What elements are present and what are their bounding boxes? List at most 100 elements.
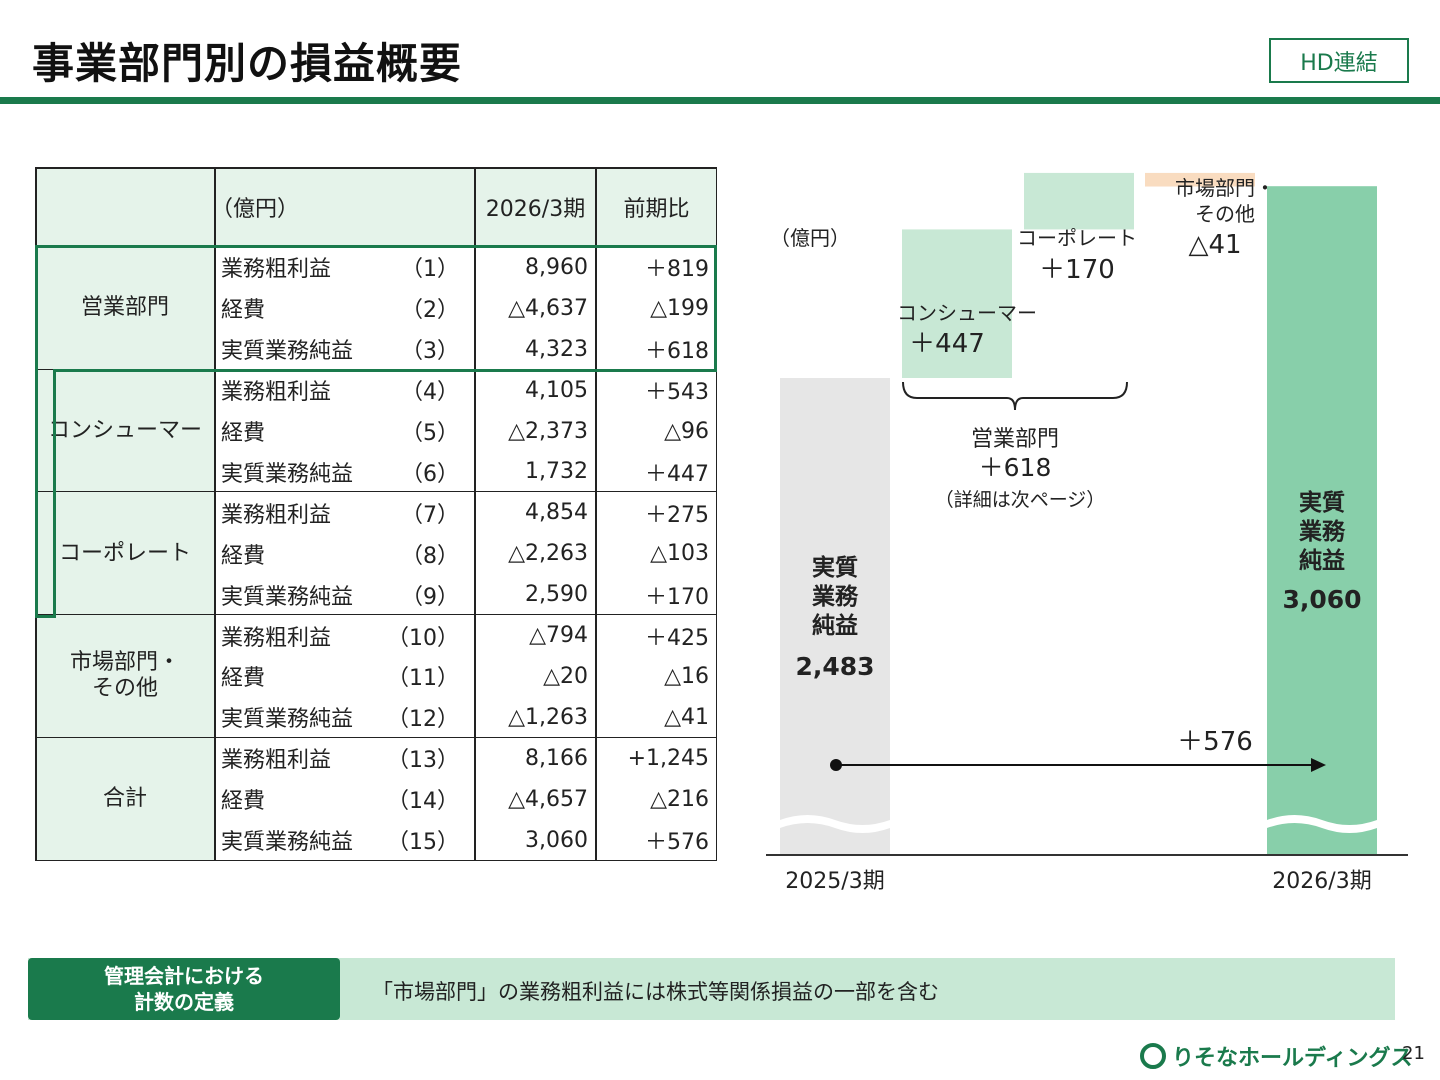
- table-row-item: 実質業務純益 （9）: [215, 574, 475, 616]
- table-row-item: 経費 （8）: [215, 533, 475, 575]
- table-cell-yoy: ＋819: [596, 247, 717, 288]
- header-rule: [0, 97, 1440, 104]
- row-item-number: （14）: [387, 789, 459, 815]
- table-cell-yoy: ＋618: [596, 328, 717, 370]
- arrow-head: [1311, 758, 1326, 772]
- bar-end-value: 3,060: [1282, 585, 1361, 614]
- row-item-number: （8）: [401, 543, 459, 569]
- table-cell-yoy: △216: [596, 778, 717, 820]
- sales-division-outline: [35, 245, 38, 370]
- table-cell-value: △4,657: [475, 778, 596, 820]
- bar-step-label: コンシューマー: [897, 301, 1037, 325]
- table-row-item: 業務粗利益 （4）: [215, 369, 475, 411]
- bar-end: [1267, 186, 1377, 855]
- column-rule: [474, 167, 476, 861]
- waterfall-chart: （億円）実質業務純益2,4832025/3期コンシューマー＋447コーポレート＋…: [766, 172, 1408, 894]
- table-header-period: 2026/3期: [475, 167, 596, 247]
- note-label: 管理会計における 計数の定義: [28, 958, 340, 1020]
- sales-division-brace: [902, 381, 1128, 411]
- group-rule: [35, 614, 717, 616]
- table-cell-value: △1,263: [475, 696, 596, 738]
- total-change-label: ＋576: [1177, 727, 1253, 757]
- row-item-number: （1）: [401, 257, 459, 283]
- table-cell-value: 2,590: [475, 574, 596, 616]
- row-item-number: （9）: [401, 584, 459, 610]
- row-item-label: 実質業務純益: [221, 707, 354, 733]
- table-cell-yoy: ＋425: [596, 615, 717, 656]
- table-cell-yoy: ＋170: [596, 574, 717, 616]
- table-row-item: 実質業務純益 （6）: [215, 451, 475, 493]
- table-cell-yoy: △103: [596, 533, 717, 575]
- company-name: りそなホールディングス: [1172, 1046, 1413, 1071]
- row-item-label: 経費: [221, 421, 266, 447]
- table-cell-value: 4,323: [475, 328, 596, 370]
- table-header-yoy: 前期比: [596, 167, 717, 247]
- row-item-number: （6）: [401, 461, 459, 487]
- x-tick-end: 2026/3期: [1272, 869, 1371, 894]
- table-cell-value: 8,960: [475, 247, 596, 288]
- table-cell-yoy: △41: [596, 696, 717, 738]
- bar-start-value: 2,483: [795, 652, 874, 681]
- bar-step-value: ＋170: [1039, 255, 1115, 285]
- page-number: 21: [1402, 1043, 1425, 1064]
- table-cell-yoy: ＋275: [596, 492, 717, 534]
- sales-division-outline: [53, 368, 56, 617]
- table-row-item: 業務粗利益 （1）: [215, 247, 475, 288]
- table-row-item: 経費 （2）: [215, 287, 475, 329]
- bar-start-label: 業務: [811, 583, 859, 610]
- row-item-number: （13）: [387, 748, 459, 774]
- group-rule: [35, 491, 717, 493]
- bar-step-2: [1145, 172, 1255, 187]
- sales-division-outline: [53, 368, 717, 372]
- row-item-number: （15）: [387, 830, 459, 856]
- table-rule: [35, 859, 717, 861]
- sales-division-outline: [35, 615, 56, 619]
- row-item-number: （10）: [387, 625, 459, 651]
- table-cell-value: 8,166: [475, 737, 596, 779]
- row-item-number: （5）: [401, 421, 459, 447]
- brace-value: ＋618: [979, 453, 1052, 482]
- table-cell-yoy: ＋576: [596, 819, 717, 861]
- row-item-number: （12）: [387, 707, 459, 733]
- table-group-label: コンシューマー: [35, 369, 215, 493]
- row-item-label: 実質業務純益: [221, 339, 354, 365]
- table-group-label: 営業部門: [35, 247, 215, 370]
- table-rule: [35, 167, 717, 169]
- x-tick-start: 2025/3期: [785, 869, 884, 894]
- table-group-label: 合計: [35, 737, 215, 861]
- table-row-item: 経費 （11）: [215, 656, 475, 697]
- table-group-label: コーポレート: [35, 492, 215, 616]
- table-cell-yoy: △199: [596, 287, 717, 329]
- bar-step-1: [1024, 172, 1134, 230]
- bar-end-label: 実質: [1299, 489, 1345, 516]
- table-row-item: 経費 （5）: [215, 410, 475, 452]
- table-cell-yoy: △16: [596, 656, 717, 697]
- table-cell-yoy: ＋447: [596, 451, 717, 493]
- bar-step-0: [902, 229, 1012, 378]
- table-row-item: 実質業務純益 （3）: [215, 328, 475, 370]
- segment-pl-table: （億円） 2026/3期 前期比 営業部門 業務粗利益 （1） 8,960 ＋819 経費 （2）…: [35, 167, 717, 861]
- row-item-label: 実質業務純益: [221, 461, 354, 487]
- table-cell-value: △20: [475, 656, 596, 697]
- row-item-number: （7）: [401, 502, 459, 528]
- bar-step-label: コーポレート: [1017, 226, 1137, 250]
- table-cell-value: 3,060: [475, 819, 596, 861]
- table-cell-value: △794: [475, 615, 596, 656]
- column-rule: [214, 167, 216, 861]
- bar-step-value: ＋447: [909, 329, 985, 359]
- table-unit-label: （億円）: [35, 167, 475, 247]
- table-cell-value: △2,373: [475, 410, 596, 452]
- row-item-label: 業務粗利益: [221, 625, 332, 651]
- table-cell-yoy: △96: [596, 410, 717, 452]
- bar-start-break: [780, 815, 890, 833]
- table-row-item: 業務粗利益 （7）: [215, 492, 475, 534]
- bar-start-label: 純益: [812, 612, 858, 639]
- bar-step-value: △41: [1188, 230, 1241, 260]
- note-text: 「市場部門」の業務粗利益には株式等関係損益の一部を含む: [372, 980, 939, 1004]
- table-cell-value: △4,637: [475, 287, 596, 329]
- table-cell-yoy: +1,245: [596, 737, 717, 779]
- bar-end-break: [1267, 815, 1377, 833]
- row-item-number: （2）: [401, 298, 459, 324]
- table-row-item: 経費 （14）: [215, 778, 475, 820]
- row-item-number: （4）: [401, 380, 459, 406]
